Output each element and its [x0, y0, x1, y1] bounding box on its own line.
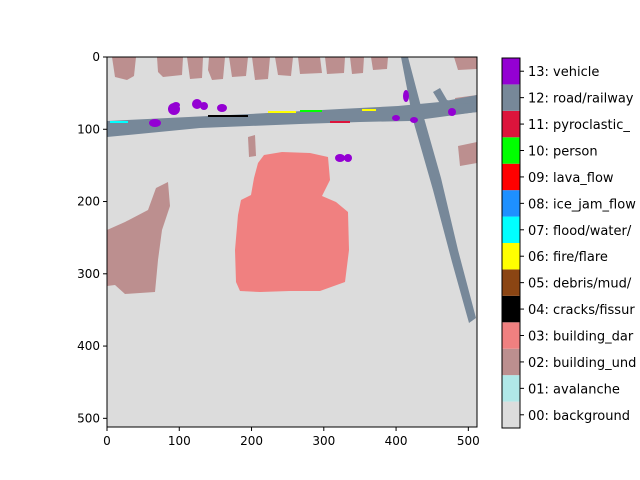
legend-label: 03: building_dar — [528, 330, 634, 345]
legend-swatch — [502, 322, 520, 349]
legend-label: 13: vehicle — [528, 65, 599, 80]
y-tick-label: 400 — [77, 339, 100, 353]
vehicles — [149, 90, 456, 162]
legend-swatch — [502, 269, 520, 296]
legend-swatch — [502, 137, 520, 164]
legend-label: 06: fire/flare — [528, 250, 608, 265]
building-damaged — [235, 152, 349, 292]
legend-swatch — [502, 58, 520, 85]
y-tick-label: 300 — [77, 267, 100, 281]
legend-label: 12: road/railway — [528, 92, 634, 107]
legend-label: 11: pyroclastic_ — [528, 118, 630, 133]
x-tick-label: 200 — [240, 434, 263, 448]
legend-swatch — [502, 163, 520, 191]
x-tick-label: 300 — [312, 434, 335, 448]
legend-swatch — [502, 216, 520, 243]
legend-label: 00: background — [528, 409, 630, 424]
legend-label: 04: cracks/fissur — [528, 303, 635, 318]
x-tick-label: 400 — [385, 434, 408, 448]
legend-frame — [501, 57, 521, 429]
y-axis: 0 100 200 300 400 500 — [77, 50, 107, 425]
legend-label: 10: person — [528, 145, 598, 160]
y-tick-label: 100 — [77, 122, 100, 136]
road-branch — [433, 88, 477, 114]
legend-colorbar: 00: background 01: avalanche 02: building_… — [501, 57, 636, 429]
y-tick-label: 0 — [92, 50, 100, 64]
legend-swatch — [502, 401, 520, 428]
legend-label: 07: flood/water/ — [528, 224, 632, 239]
legend-label: 09: lava_flow — [528, 171, 614, 186]
legend-label: 05: debris/mud/ — [528, 277, 632, 292]
x-tick-label: 500 — [457, 434, 480, 448]
y-tick-label: 200 — [77, 195, 100, 209]
building-undamaged-top-row — [112, 57, 477, 80]
x-tick-label: 0 — [103, 434, 111, 448]
plot-frame — [106, 56, 478, 428]
legend-label: 02: building_und — [528, 356, 636, 371]
legend-swatch — [502, 375, 520, 402]
legend-label: 01: avalanche — [528, 382, 620, 397]
legend-label: 08: ice_jam_flow — [528, 197, 636, 212]
legend-swatch — [502, 295, 520, 323]
road-horizontal — [107, 95, 477, 137]
building-undamaged-left — [107, 182, 170, 294]
y-tick-label: 500 — [77, 411, 100, 425]
legend-swatch — [502, 243, 520, 270]
x-axis: 0 100 200 300 400 500 — [103, 427, 480, 448]
road-diagonal — [401, 57, 476, 323]
legend-swatch — [502, 348, 520, 376]
legend-swatch — [502, 110, 520, 138]
x-tick-label: 100 — [168, 434, 191, 448]
legend-swatch — [502, 84, 520, 111]
edge-artifacts — [110, 109, 376, 123]
segmentation-map — [106, 56, 478, 428]
legend-swatch — [502, 190, 520, 217]
